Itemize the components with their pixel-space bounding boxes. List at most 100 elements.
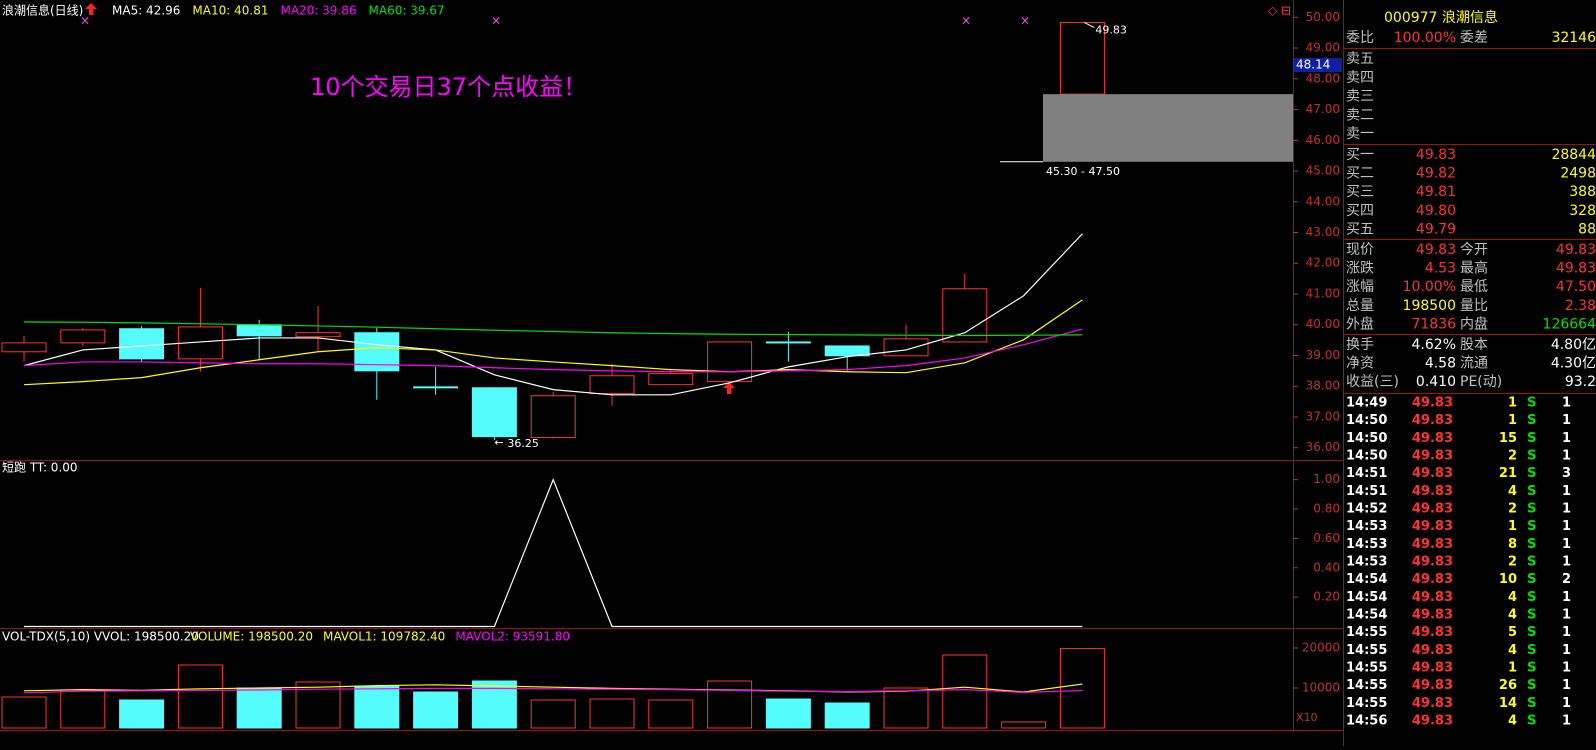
trade-count: 1 bbox=[1562, 484, 1571, 499]
y-tick-label: 10000 bbox=[1302, 681, 1340, 695]
trade-volume: 1 bbox=[1508, 396, 1517, 411]
trade-price: 49.83 bbox=[1412, 696, 1453, 711]
trade-time: 14:54 bbox=[1346, 590, 1387, 605]
candle-body bbox=[589, 375, 635, 395]
unit-label: X10 bbox=[1296, 711, 1318, 724]
trade-count: 1 bbox=[1562, 643, 1571, 658]
trade-count: 1 bbox=[1562, 449, 1571, 464]
quote-cell: 4.80亿 bbox=[1551, 337, 1596, 353]
volume-bar bbox=[119, 699, 165, 729]
quote-cell: 涨跌 bbox=[1346, 261, 1374, 277]
quote-cell: 卖五 bbox=[1346, 51, 1374, 67]
candle-body bbox=[295, 332, 341, 338]
trade-time: 14:49 bbox=[1346, 396, 1387, 411]
quote-cell: 49.83 bbox=[1416, 147, 1456, 163]
trade-price: 49.83 bbox=[1412, 431, 1453, 446]
trade-side: S bbox=[1527, 643, 1536, 658]
y-tick-label: 37.00 bbox=[1306, 409, 1340, 423]
trade-volume: 10 bbox=[1499, 572, 1517, 587]
y-tick-label: 49.00 bbox=[1306, 41, 1340, 55]
max-label: 49.83 bbox=[1095, 24, 1127, 37]
trade-side: S bbox=[1527, 466, 1536, 481]
quote-cell: 93.2 bbox=[1565, 374, 1596, 390]
candle-body bbox=[119, 328, 165, 360]
quote-cell: 28844 bbox=[1551, 147, 1596, 163]
trade-volume: 21 bbox=[1499, 466, 1517, 481]
quote-cell: 49.79 bbox=[1416, 221, 1456, 237]
trade-count: 1 bbox=[1562, 413, 1571, 428]
quote-cell: 卖二 bbox=[1346, 107, 1374, 123]
trade-time: 14:53 bbox=[1346, 555, 1387, 570]
line bbox=[23, 328, 1083, 373]
trade-side: S bbox=[1527, 590, 1536, 605]
quote-cell: 49.83 bbox=[1556, 261, 1596, 277]
y-tick-label: 0.20 bbox=[1313, 590, 1340, 604]
volume-bar bbox=[60, 689, 106, 729]
trade-side: S bbox=[1527, 661, 1536, 676]
trade-time: 14:54 bbox=[1346, 572, 1387, 587]
trade-price: 49.83 bbox=[1412, 572, 1453, 587]
line bbox=[23, 233, 1083, 396]
legend-entry: MA20: 39.86 bbox=[280, 4, 356, 18]
quote-cell: 49.82 bbox=[1416, 166, 1456, 182]
volume-bar bbox=[648, 699, 694, 729]
quote-cell: 最高 bbox=[1460, 260, 1488, 277]
quote-cell: 卖一 bbox=[1346, 126, 1374, 142]
candle-body bbox=[530, 395, 576, 439]
quote-cell: 委差 bbox=[1460, 30, 1488, 46]
quote-cell: 49.80 bbox=[1416, 203, 1456, 219]
panel-title: 短跑 TT: 0.00 bbox=[2, 461, 78, 475]
volume-bar bbox=[413, 691, 459, 729]
quote-cell: 198500 bbox=[1403, 298, 1456, 314]
trade-count: 1 bbox=[1562, 696, 1571, 711]
trade-side: S bbox=[1527, 696, 1536, 711]
trade-volume: 2 bbox=[1508, 502, 1517, 517]
signal-arrow bbox=[723, 382, 735, 394]
trade-price: 49.83 bbox=[1412, 555, 1453, 570]
trade-side: S bbox=[1527, 555, 1536, 570]
volume-bar bbox=[707, 680, 753, 729]
y-tick-label: 41.00 bbox=[1306, 286, 1340, 300]
min-label: 36.25 bbox=[507, 437, 539, 450]
quote-cell: 卖四 bbox=[1346, 70, 1374, 86]
trade-count: 1 bbox=[1562, 714, 1571, 729]
quote-cell: 2.38 bbox=[1565, 298, 1596, 314]
trade-volume: 8 bbox=[1508, 537, 1517, 552]
legend-entry: MAVOL2: 93591.80 bbox=[455, 630, 570, 644]
y-tick-label: 46.00 bbox=[1306, 133, 1340, 147]
trade-side: S bbox=[1527, 484, 1536, 499]
trade-volume: 4 bbox=[1508, 714, 1517, 729]
trade-time: 14:55 bbox=[1346, 661, 1387, 676]
trade-count: 1 bbox=[1562, 590, 1571, 605]
trade-time: 14:50 bbox=[1346, 413, 1387, 428]
trade-count: 1 bbox=[1562, 661, 1571, 676]
trade-time: 14:55 bbox=[1346, 678, 1387, 693]
trade-count: 1 bbox=[1562, 431, 1571, 446]
volume-bar bbox=[589, 698, 635, 729]
cursor-label: 48.14 bbox=[1296, 58, 1330, 72]
quote-cell: 外盘 bbox=[1346, 315, 1374, 332]
trade-time: 14:53 bbox=[1346, 537, 1387, 552]
trade-price: 49.83 bbox=[1412, 449, 1453, 464]
line bbox=[23, 687, 1083, 694]
trade-time: 14:55 bbox=[1346, 696, 1387, 711]
y-tick-label: 48.00 bbox=[1306, 71, 1340, 85]
quote-cell: 71836 bbox=[1411, 316, 1456, 332]
trade-count: 3 bbox=[1562, 466, 1571, 481]
quote-cell: 328 bbox=[1569, 203, 1596, 219]
volume-bar bbox=[354, 685, 400, 729]
quote-cell: 买四 bbox=[1346, 203, 1374, 219]
min-arrow: ← bbox=[494, 436, 503, 449]
quote-cell: 2498 bbox=[1560, 166, 1596, 182]
quote-cell: 88 bbox=[1578, 221, 1596, 237]
y-tick-label: 44.00 bbox=[1306, 194, 1340, 208]
volume-bar bbox=[1059, 648, 1105, 729]
trade-side: S bbox=[1527, 625, 1536, 640]
y-tick-label: 50.00 bbox=[1306, 10, 1340, 24]
y-tick-label: 45.00 bbox=[1306, 164, 1340, 178]
line bbox=[23, 321, 1083, 337]
candle-body bbox=[413, 386, 459, 389]
trade-count: 1 bbox=[1562, 537, 1571, 552]
quote-cell: 买五 bbox=[1346, 221, 1374, 237]
quote-cell: 内盘 bbox=[1460, 315, 1488, 332]
